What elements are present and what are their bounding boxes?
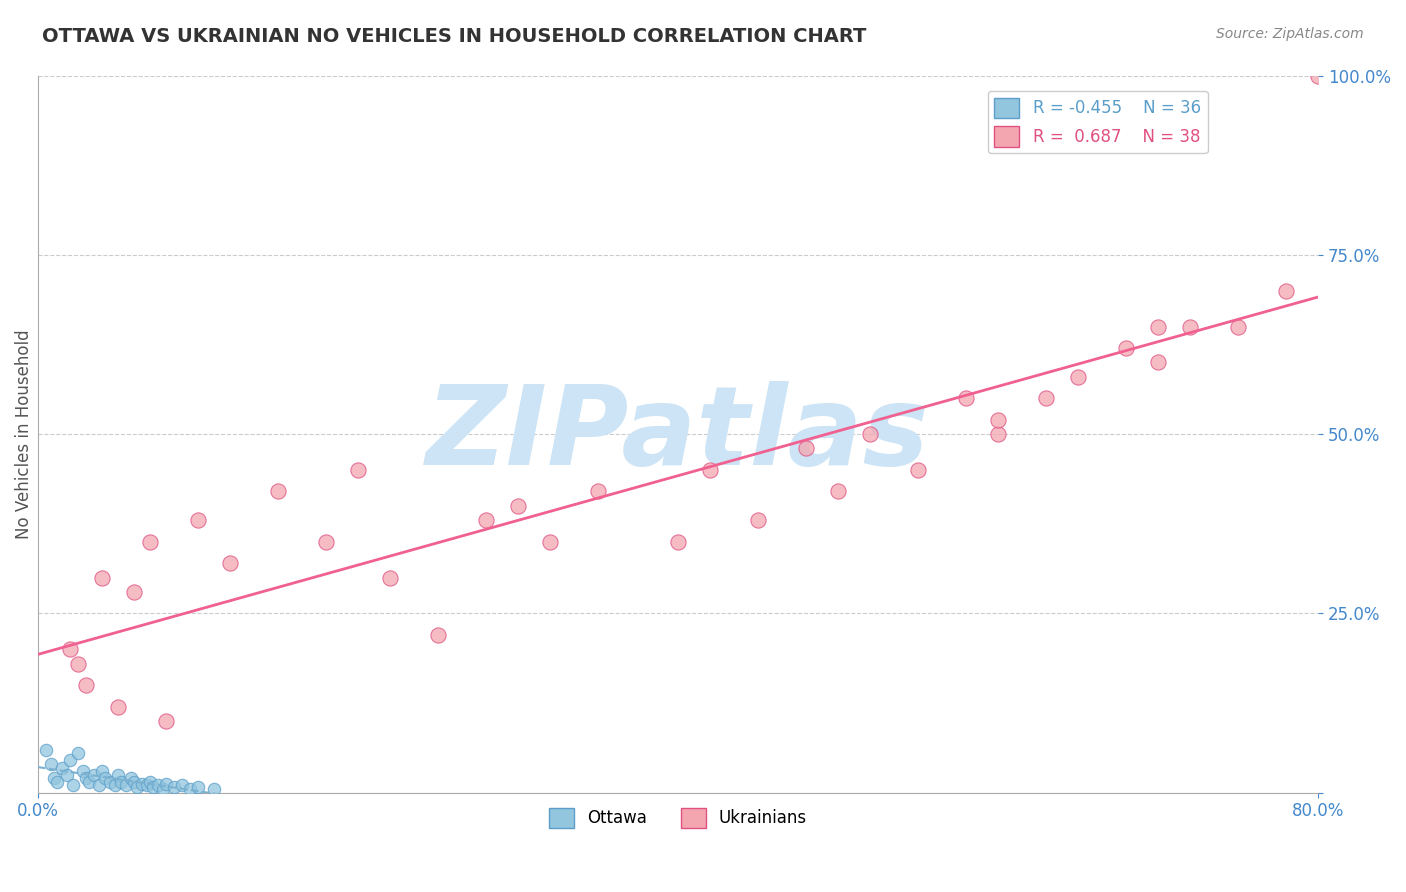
Point: [794, 442, 817, 456]
Point: [75, 678, 97, 692]
Text: ZIPatlas: ZIPatlas: [426, 381, 929, 488]
Point: [90, 764, 112, 779]
Point: [1067, 369, 1090, 384]
Point: [51, 760, 73, 774]
Point: [75, 772, 97, 786]
Y-axis label: No Vehicles in Household: No Vehicles in Household: [15, 329, 32, 539]
Point: [110, 775, 132, 789]
Point: [187, 513, 209, 527]
Point: [1275, 284, 1298, 298]
Point: [135, 779, 157, 793]
Point: [115, 779, 138, 793]
Point: [475, 513, 498, 527]
Point: [859, 427, 882, 442]
Point: [155, 777, 177, 791]
Text: Source: ZipAtlas.com: Source: ZipAtlas.com: [1216, 27, 1364, 41]
Point: [131, 777, 153, 791]
Point: [955, 391, 977, 405]
Point: [107, 699, 129, 714]
Point: [347, 463, 370, 477]
Point: [42, 772, 65, 786]
Point: [146, 779, 169, 793]
Point: [163, 780, 186, 794]
Point: [538, 534, 561, 549]
Point: [107, 768, 129, 782]
Point: [139, 775, 162, 789]
Point: [827, 484, 849, 499]
Point: [87, 779, 110, 793]
Point: [66, 746, 89, 760]
Point: [66, 657, 89, 671]
Point: [747, 513, 769, 527]
Point: [72, 764, 94, 779]
Point: [1147, 319, 1170, 334]
Point: [122, 775, 145, 789]
Point: [55, 768, 77, 782]
Point: [139, 534, 162, 549]
Point: [62, 779, 84, 793]
Point: [104, 779, 127, 793]
Point: [506, 499, 529, 513]
Point: [98, 775, 121, 789]
Text: OTTAWA VS UKRAINIAN NO VEHICLES IN HOUSEHOLD CORRELATION CHART: OTTAWA VS UKRAINIAN NO VEHICLES IN HOUSE…: [42, 27, 866, 45]
Point: [170, 779, 193, 793]
Point: [152, 782, 174, 797]
Point: [59, 642, 82, 657]
Point: [267, 484, 290, 499]
Point: [94, 772, 117, 786]
Point: [179, 782, 201, 797]
Point: [1308, 69, 1330, 83]
Point: [1115, 341, 1137, 355]
Point: [219, 556, 242, 570]
Point: [187, 780, 209, 794]
Point: [987, 413, 1010, 427]
Point: [1147, 355, 1170, 369]
Point: [155, 714, 177, 728]
Point: [122, 585, 145, 599]
Point: [907, 463, 929, 477]
Point: [46, 775, 69, 789]
Point: [83, 768, 105, 782]
Point: [142, 780, 165, 794]
Point: [77, 775, 100, 789]
Legend: Ottawa, Ukrainians: Ottawa, Ukrainians: [543, 801, 814, 835]
Point: [1227, 319, 1250, 334]
Point: [427, 628, 450, 642]
Point: [1035, 391, 1057, 405]
Point: [987, 427, 1010, 442]
Point: [315, 534, 337, 549]
Point: [202, 782, 225, 797]
Point: [59, 753, 82, 767]
Point: [120, 772, 142, 786]
Point: [90, 570, 112, 584]
Point: [378, 570, 401, 584]
Point: [35, 742, 58, 756]
Point: [127, 780, 149, 794]
Point: [39, 756, 62, 771]
Point: [666, 534, 689, 549]
Point: [699, 463, 721, 477]
Point: [586, 484, 609, 499]
Point: [1180, 319, 1202, 334]
